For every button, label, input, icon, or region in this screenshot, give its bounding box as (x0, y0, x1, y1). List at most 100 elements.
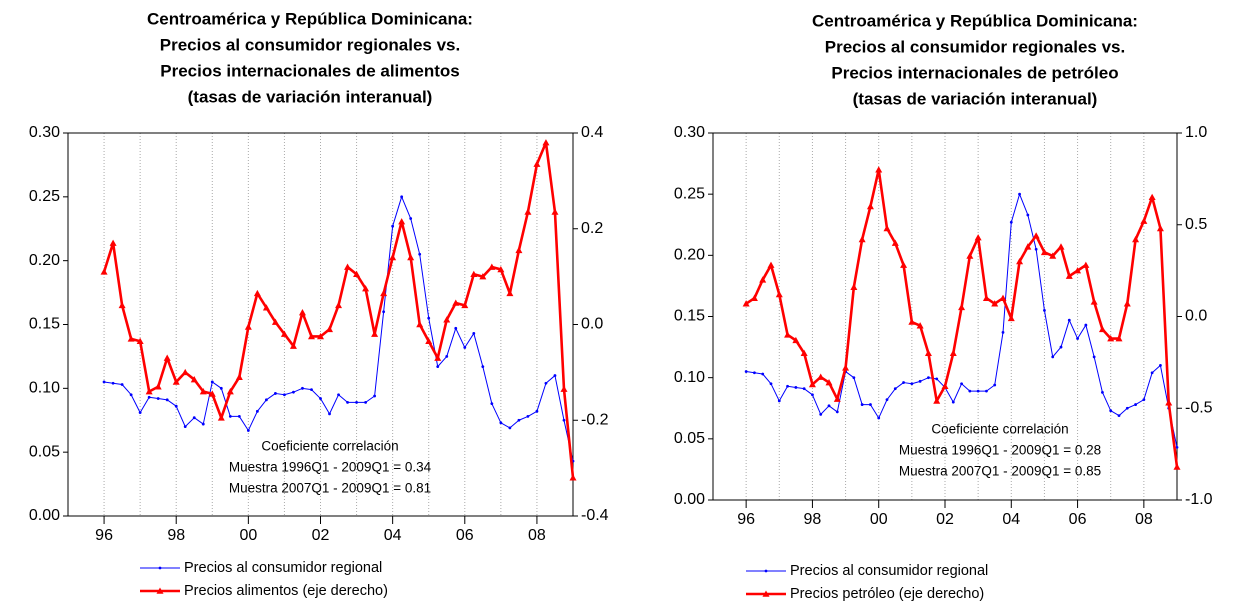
data-point (750, 294, 758, 301)
y2-tick-label: -0.5 (1185, 399, 1213, 416)
legend-label: Precios al consumidor regional (184, 560, 382, 576)
data-point (490, 402, 494, 406)
data-point (999, 294, 1007, 301)
data-point (436, 365, 440, 369)
data-point (407, 253, 415, 261)
data-point (800, 349, 808, 356)
y-tick-label: 0.10 (29, 380, 60, 397)
data-point (517, 418, 521, 422)
data-point (544, 381, 548, 385)
chart-title: Precios al consumidor regionales vs. (160, 35, 460, 54)
data-point (744, 370, 748, 373)
x-tick-label: 98 (167, 527, 185, 544)
x-tick-label: 04 (384, 527, 402, 544)
data-point (416, 321, 424, 328)
data-point (1148, 193, 1156, 201)
data-point (454, 326, 458, 330)
data-point (817, 373, 825, 380)
data-point (1101, 390, 1104, 394)
data-point (499, 421, 503, 425)
data-point (1018, 192, 1021, 196)
y-tick-label: 0.25 (29, 188, 60, 205)
data-point (1007, 314, 1015, 322)
data-point (860, 403, 864, 406)
data-point (1150, 371, 1154, 375)
y2-tick-label: -1.0 (1185, 491, 1213, 508)
data-point (497, 265, 505, 273)
data-point (463, 346, 467, 349)
data-point (1034, 247, 1038, 251)
data-point (976, 389, 980, 393)
data-point (1024, 243, 1032, 250)
data-point (949, 349, 957, 356)
data-point (111, 381, 115, 385)
data-point (761, 372, 765, 376)
data-point (902, 381, 905, 384)
data-point (1109, 409, 1113, 413)
data-point (951, 400, 955, 404)
data-point (246, 429, 250, 432)
data-point (526, 415, 530, 418)
x-tick-label: 96 (737, 511, 755, 528)
data-point (759, 276, 767, 283)
data-point (1049, 252, 1057, 259)
data-point (893, 387, 897, 391)
data-point (301, 386, 304, 390)
data-point (767, 261, 775, 268)
y-tick-label: 0.05 (29, 443, 60, 460)
x-tick-label: 06 (456, 527, 474, 544)
data-point (985, 389, 988, 393)
data-point (852, 376, 856, 380)
data-point (382, 310, 386, 314)
data-point (255, 409, 259, 413)
data-point (127, 335, 135, 342)
data-point (298, 309, 306, 316)
legend-label: Precios al consumidor regional (790, 563, 988, 579)
data-point (228, 415, 232, 418)
data-point (262, 304, 270, 311)
data-point (753, 371, 756, 375)
data-point (400, 195, 404, 199)
data-point (535, 409, 539, 413)
data-point (794, 386, 798, 389)
data-point (1065, 272, 1073, 279)
data-point (1140, 217, 1148, 224)
data-point (472, 332, 476, 335)
data-point (389, 253, 397, 261)
y-tick-label: 0.20 (674, 247, 705, 264)
data-point (391, 224, 395, 228)
data-point (183, 425, 187, 429)
y2-tick-label: 1.0 (1185, 124, 1207, 141)
data-point (199, 388, 207, 395)
data-point (355, 400, 358, 404)
data-point (927, 376, 930, 380)
data-point (319, 397, 322, 400)
data-point (569, 474, 577, 481)
data-point (966, 252, 974, 259)
data-point (100, 268, 108, 275)
data-point (891, 239, 899, 246)
data-point (1057, 243, 1065, 250)
data-point (418, 252, 422, 256)
data-point (1009, 220, 1013, 224)
data-point (968, 389, 972, 393)
data-point (154, 383, 162, 390)
data-point (1117, 414, 1121, 417)
y2-tick-label: 0.4 (581, 124, 603, 141)
x-tick-label: 06 (1069, 511, 1087, 528)
data-point (533, 160, 541, 167)
data-point (1134, 403, 1137, 406)
data-point (353, 270, 361, 278)
data-point (172, 378, 180, 385)
data-point (1115, 335, 1123, 342)
data-point (908, 318, 916, 325)
data-point (1175, 445, 1179, 449)
data-point (1067, 318, 1071, 322)
data-point (1098, 325, 1106, 333)
data-point (102, 380, 106, 384)
data-point (993, 383, 997, 387)
chart-title: Centroamérica y República Dominicana: (147, 9, 473, 28)
data-point (833, 395, 841, 402)
data-point (982, 294, 990, 301)
